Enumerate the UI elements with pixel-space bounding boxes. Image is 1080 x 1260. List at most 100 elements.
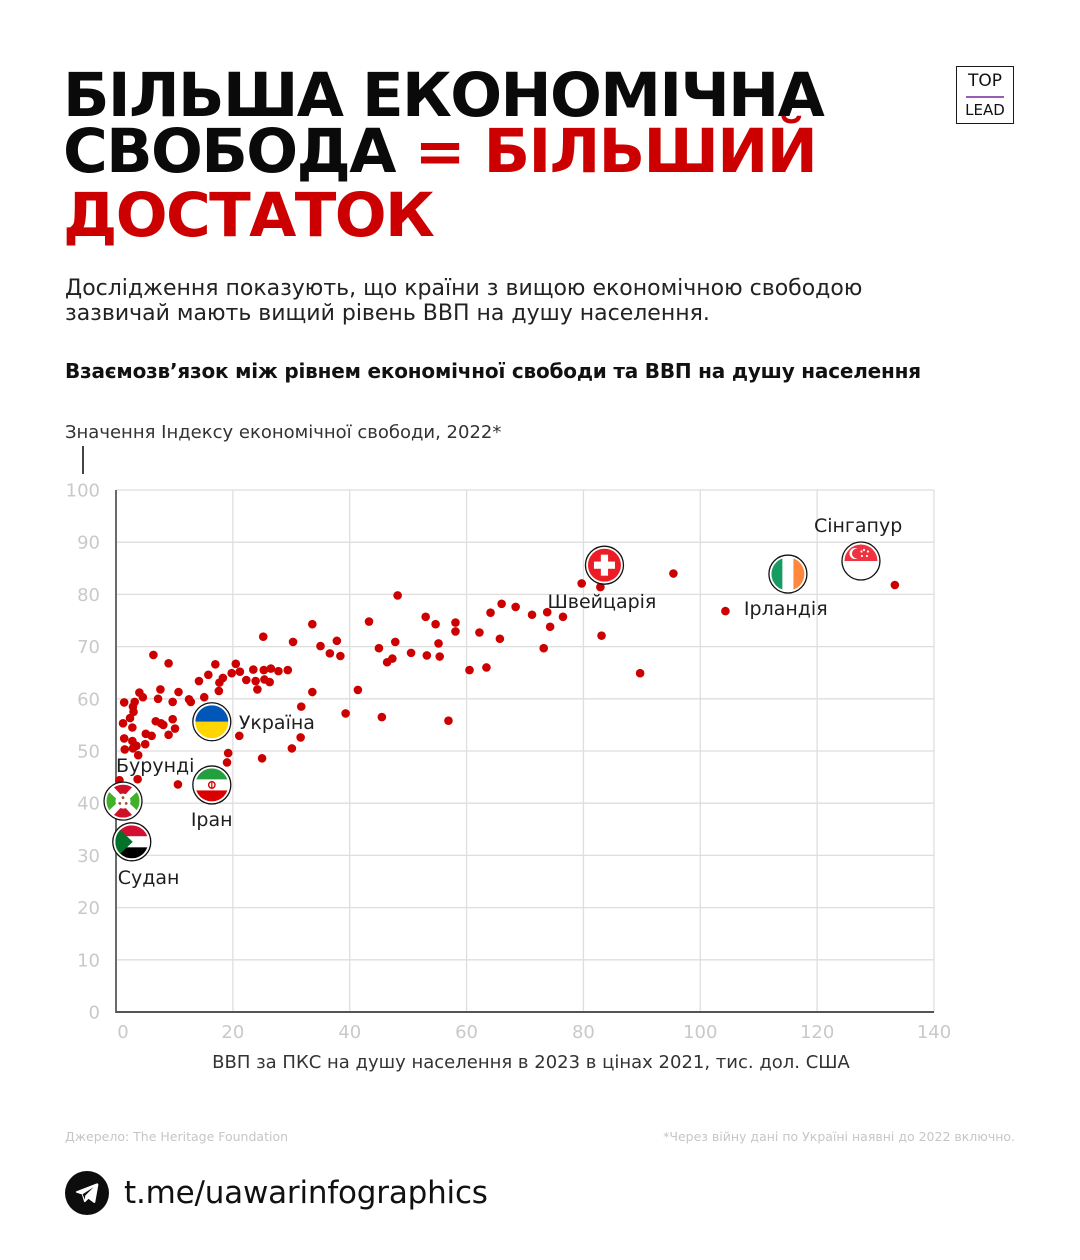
data-point (241, 675, 251, 685)
data-point (308, 619, 317, 629)
data-point (251, 676, 260, 686)
data-point (133, 774, 142, 784)
data-point (374, 643, 384, 653)
data-point (393, 591, 402, 600)
subtitle-line-2: зазвичай мають вищий рівень ВВП на душу … (65, 301, 710, 326)
x-tick-label: 100 (683, 1022, 717, 1043)
data-point (138, 692, 148, 702)
data-point (597, 631, 606, 640)
y-tick-label: 70 (77, 637, 100, 658)
data-point (421, 612, 430, 622)
data-point (527, 610, 537, 620)
data-point (159, 720, 168, 730)
data-point (287, 744, 297, 753)
data-point (235, 667, 245, 676)
data-point (140, 739, 150, 749)
data-point (223, 748, 233, 758)
data-point (890, 580, 900, 590)
data-point (341, 709, 350, 718)
y-axis-title: Значення Індексу економічної свободи, 20… (65, 422, 502, 443)
y-tick-label: 10 (77, 950, 100, 971)
data-point (390, 637, 400, 647)
data-point (170, 724, 180, 733)
data-point (296, 702, 306, 711)
data-point (147, 731, 156, 741)
grid (116, 489, 935, 1013)
data-point (482, 663, 491, 672)
data-point (444, 716, 453, 726)
data-point (577, 579, 586, 588)
data-point (211, 660, 220, 669)
country-label-ireland: Ірландія (744, 598, 828, 620)
y-axis-title-marker (82, 446, 84, 474)
data-point (495, 634, 505, 644)
x-tick-label: 20 (221, 1022, 244, 1043)
data-point (486, 608, 495, 617)
data-point (194, 676, 204, 686)
data-point (259, 665, 269, 675)
x-tick-label: 80 (572, 1022, 595, 1043)
data-point (222, 758, 232, 767)
data-point (451, 627, 460, 636)
y-tick-label: 20 (77, 898, 100, 919)
y-tick-label: 100 (66, 481, 100, 502)
telegram-link-text[interactable]: t.me/uawarinfographics (124, 1175, 488, 1211)
ukraine-data-note: *Через війну дані по Україні наявні до 2… (663, 1129, 1015, 1144)
data-point (128, 723, 137, 732)
headline-line-2: СВОБОДА = БІЛЬШИЙ (63, 121, 818, 182)
country-label-iran: Іран (191, 809, 233, 831)
top-lead-logo: TOP LEAD (956, 66, 1014, 124)
data-point (129, 707, 138, 717)
headline-line-3: ДОСТАТОК (63, 180, 435, 251)
data-point (168, 714, 177, 724)
data-point (257, 754, 267, 763)
data-point (475, 628, 484, 637)
data-point (288, 637, 298, 647)
data-point (296, 733, 305, 742)
data-point (336, 651, 345, 661)
data-point (465, 665, 474, 675)
data-point (422, 651, 432, 660)
chart-title: Взаємозв’язок між рівнем економічної сво… (65, 359, 921, 383)
data-point (511, 602, 520, 612)
source-note: Джерело: The Heritage Foundation (65, 1129, 289, 1144)
sudan-flag-icon (112, 822, 152, 862)
y-tick-label: 40 (77, 794, 100, 815)
data-point (119, 734, 129, 743)
data-point (451, 618, 460, 627)
telegram-icon (65, 1171, 109, 1215)
ireland-flag-icon (768, 554, 808, 594)
data-point (721, 606, 730, 616)
data-point (558, 612, 568, 622)
data-point (164, 730, 173, 740)
subtitle: Дослідження показують, що країни з вищою… (65, 276, 862, 326)
singapore-flag-icon (841, 541, 881, 581)
highlighted-countries: Швейцарія Ірландія Сінгапур Україна Іран Буру… (103, 515, 902, 889)
data-point (377, 712, 387, 722)
data-point (199, 692, 209, 702)
data-point (669, 569, 678, 578)
data-point (539, 643, 548, 653)
data-point (265, 677, 274, 687)
data-point (635, 668, 645, 678)
telegram-link[interactable]: t.me/uawarinfographics (65, 1171, 488, 1215)
data-point (174, 687, 183, 697)
data-point (218, 673, 228, 683)
data-point (406, 648, 416, 658)
data-point (120, 745, 130, 754)
data-point (596, 582, 605, 592)
data-point (332, 636, 342, 646)
data-point (545, 622, 555, 632)
data-point (364, 617, 374, 626)
x-tick-label: 40 (338, 1022, 361, 1043)
y-tick-label: 80 (77, 585, 100, 606)
x-axis-title: ВВП за ПКС на душу населення в 2023 в ці… (212, 1052, 850, 1073)
logo-top-text: TOP (967, 71, 1003, 91)
data-point (308, 687, 317, 697)
y-tick-label: 30 (77, 846, 100, 867)
headline-line-1: БІЛЬША ЕКОНОМІЧНА (63, 60, 825, 131)
data-point (149, 650, 158, 660)
ukraine-flag-icon (192, 702, 232, 742)
switzerland-flag-icon (584, 545, 625, 585)
data-point (353, 685, 363, 695)
